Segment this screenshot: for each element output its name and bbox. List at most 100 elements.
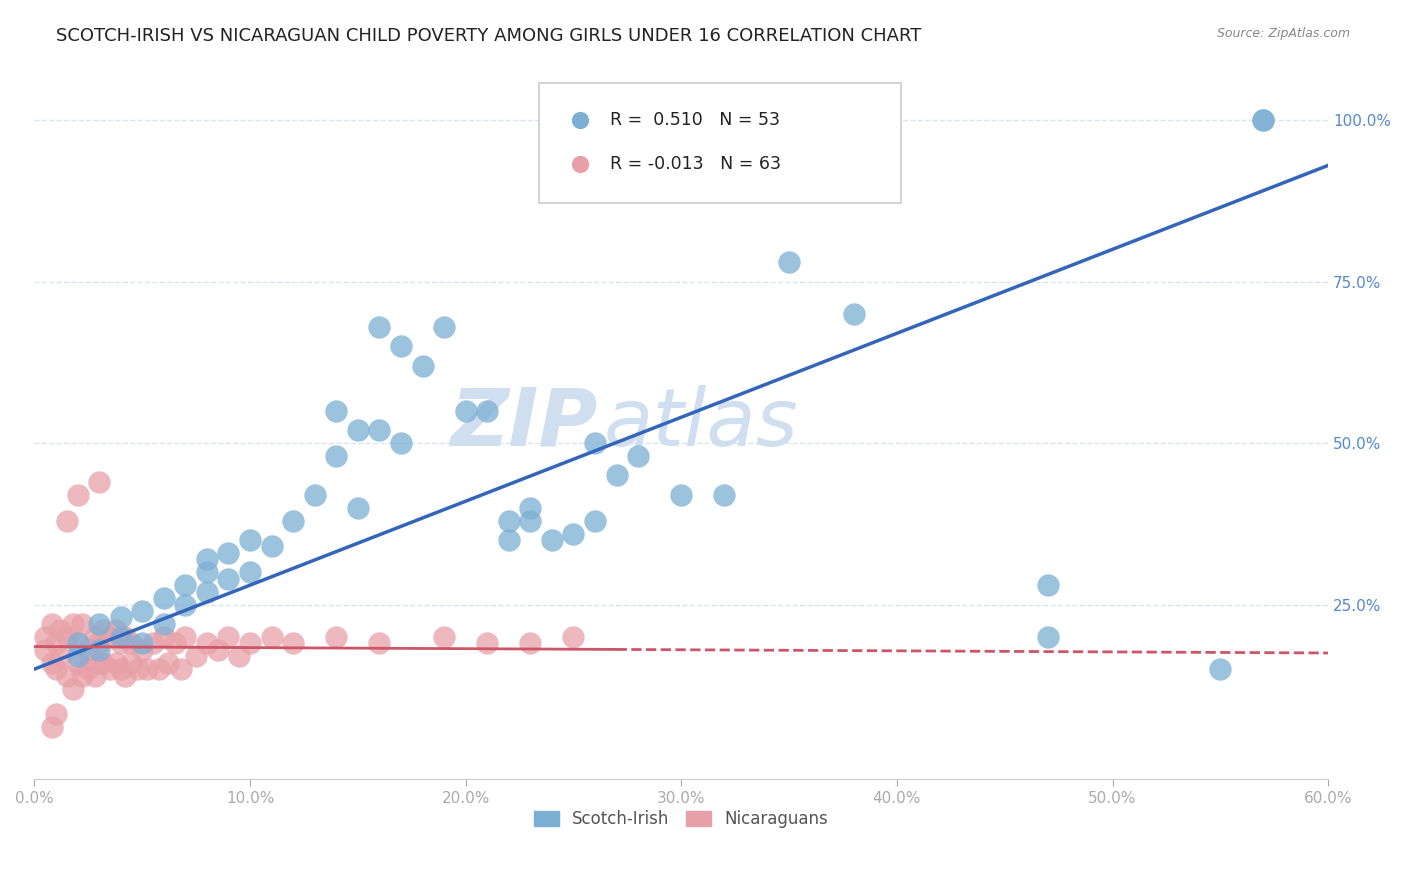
Point: [541, 533, 564, 547]
Point: [174, 598, 197, 612]
Point: [346, 500, 368, 515]
Point: [131, 642, 153, 657]
Point: [1209, 662, 1232, 676]
Point: [519, 500, 541, 515]
Point: [281, 636, 304, 650]
Point: [325, 404, 347, 418]
Point: [41, 720, 63, 734]
Point: [934, 200, 956, 214]
Point: [325, 630, 347, 644]
Point: [87, 475, 110, 489]
Point: [152, 630, 174, 644]
Point: [45, 636, 67, 650]
Point: [77, 642, 100, 657]
Point: [842, 307, 865, 321]
Point: [105, 656, 128, 670]
Point: [454, 404, 477, 418]
Point: [55, 630, 77, 644]
Point: [174, 630, 197, 644]
Point: [93, 656, 115, 670]
Point: [304, 488, 326, 502]
Point: [66, 636, 89, 650]
Point: [114, 630, 136, 644]
Point: [583, 436, 606, 450]
Point: [239, 533, 262, 547]
Point: [70, 668, 93, 682]
Point: [934, 160, 956, 174]
Point: [389, 436, 412, 450]
Point: [34, 642, 56, 657]
Point: [606, 468, 628, 483]
Point: [671, 488, 693, 502]
Point: [368, 636, 391, 650]
Point: [260, 540, 283, 554]
Point: [131, 604, 153, 618]
Point: [131, 636, 153, 650]
Point: [174, 578, 197, 592]
Point: [87, 656, 110, 670]
Point: [110, 630, 132, 644]
Point: [77, 662, 100, 676]
Point: [170, 662, 193, 676]
Point: [562, 630, 585, 644]
Point: [239, 566, 262, 580]
Point: [120, 656, 142, 670]
Point: [87, 642, 110, 657]
Point: [55, 668, 77, 682]
Point: [49, 649, 72, 664]
Point: [778, 255, 800, 269]
Point: [110, 610, 132, 624]
Point: [519, 514, 541, 528]
Point: [110, 636, 132, 650]
Point: [368, 423, 391, 437]
Point: [217, 630, 239, 644]
Text: atlas: atlas: [603, 384, 799, 463]
Text: ZIP: ZIP: [450, 384, 598, 463]
Point: [41, 616, 63, 631]
Point: [114, 668, 136, 682]
Point: [142, 636, 165, 650]
Point: [49, 624, 72, 638]
Point: [217, 546, 239, 560]
Point: [477, 636, 499, 650]
Point: [281, 514, 304, 528]
Point: [713, 488, 735, 502]
Text: R =  0.510   N = 53: R = 0.510 N = 53: [610, 111, 780, 128]
Point: [519, 636, 541, 650]
Point: [66, 656, 89, 670]
Text: SCOTCH-IRISH VS NICARAGUAN CHILD POVERTY AMONG GIRLS UNDER 16 CORRELATION CHART: SCOTCH-IRISH VS NICARAGUAN CHILD POVERTY…: [56, 27, 921, 45]
Point: [66, 488, 89, 502]
Point: [1253, 113, 1275, 128]
Point: [184, 649, 207, 664]
Point: [152, 616, 174, 631]
Point: [98, 662, 121, 676]
Point: [55, 514, 77, 528]
Point: [195, 636, 218, 650]
Point: [93, 624, 115, 638]
Point: [498, 533, 520, 547]
Point: [98, 630, 121, 644]
Point: [83, 630, 105, 644]
Point: [498, 514, 520, 528]
Text: Source: ZipAtlas.com: Source: ZipAtlas.com: [1216, 27, 1350, 40]
Point: [34, 630, 56, 644]
Point: [477, 404, 499, 418]
Point: [583, 514, 606, 528]
Point: [207, 642, 229, 657]
Point: [87, 616, 110, 631]
Point: [66, 636, 89, 650]
Point: [1036, 578, 1059, 592]
Point: [325, 449, 347, 463]
Point: [239, 636, 262, 650]
Point: [41, 656, 63, 670]
FancyBboxPatch shape: [538, 83, 901, 203]
Point: [195, 566, 218, 580]
Point: [217, 572, 239, 586]
Point: [87, 636, 110, 650]
Point: [62, 616, 84, 631]
Text: R = -0.013   N = 63: R = -0.013 N = 63: [610, 155, 782, 173]
Point: [433, 630, 456, 644]
Point: [66, 649, 89, 664]
Point: [45, 662, 67, 676]
Point: [70, 616, 93, 631]
